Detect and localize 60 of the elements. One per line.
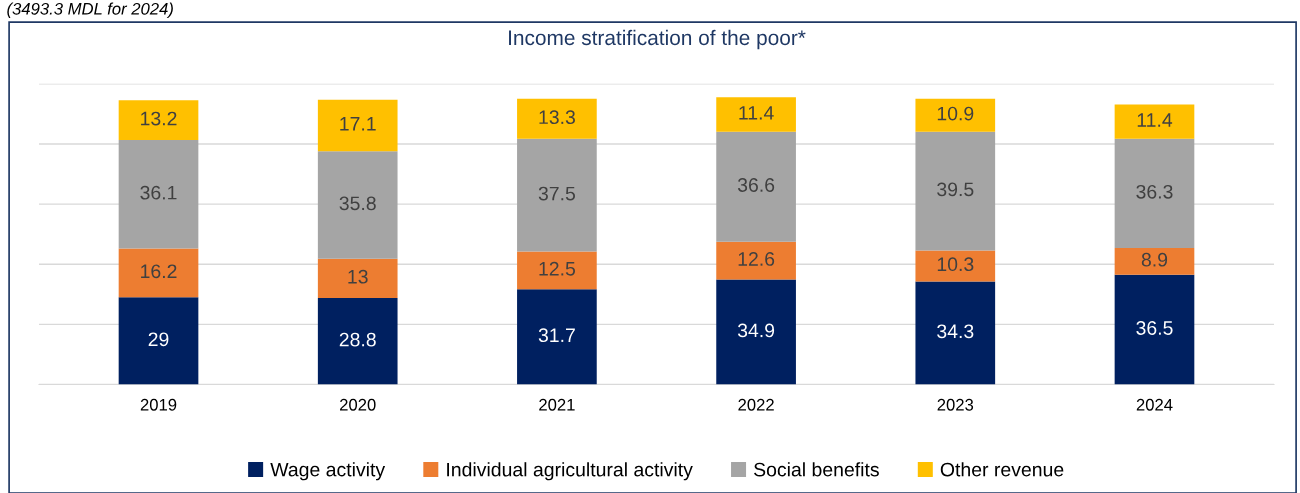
bar <box>118 297 199 385</box>
bar <box>317 297 398 385</box>
bar <box>317 258 398 298</box>
data-label: 13.3 <box>539 110 575 125</box>
data-label: 11.4 <box>1137 113 1173 127</box>
data-label: 17.1 <box>340 117 376 131</box>
bar <box>317 99 398 152</box>
bar <box>915 281 996 385</box>
bar <box>716 131 796 242</box>
data-label: 12.6 <box>738 252 775 266</box>
data-label: 12.5 <box>539 261 576 276</box>
x-tick-label: 2021 <box>539 398 575 411</box>
bar <box>118 248 199 298</box>
bar <box>1114 248 1195 275</box>
bar <box>1114 138 1195 249</box>
x-tick-label: 2024 <box>1136 398 1173 411</box>
data-label: 10.9 <box>937 106 974 121</box>
legend-label: Social benefits <box>754 462 879 477</box>
bar <box>1114 104 1195 139</box>
bar <box>517 251 597 290</box>
data-label: 35.8 <box>339 196 376 211</box>
data-label: 31.7 <box>538 328 575 343</box>
data-label: 37.5 <box>538 186 576 201</box>
data-label: 39.5 <box>937 182 974 197</box>
data-label: 28.8 <box>339 332 376 347</box>
bar <box>118 100 199 141</box>
bar <box>1114 274 1195 385</box>
text: (3493.3 MDL for 2024) <box>7 2 173 18</box>
bar <box>517 138 597 252</box>
data-label: 29 <box>148 332 169 347</box>
data-label: 34.3 <box>937 324 974 339</box>
bar <box>716 279 796 385</box>
data-label: 34.9 <box>737 323 775 338</box>
data-label: 36.3 <box>1136 184 1173 199</box>
bar <box>517 289 597 385</box>
data-label: 8.9 <box>1141 252 1168 267</box>
bar <box>317 151 398 259</box>
data-label: 16.2 <box>141 264 177 279</box>
chart-title: Income stratification of the poor* <box>509 29 806 50</box>
data-label: 13.2 <box>141 111 177 126</box>
legend-label: Wage activity <box>270 462 386 481</box>
bar <box>118 140 199 249</box>
data-label: 36.1 <box>140 185 177 200</box>
bar <box>915 250 996 282</box>
x-tick-label: 2023 <box>937 398 974 411</box>
legend-label: Other revenue <box>940 462 1064 477</box>
data-label: 10.3 <box>937 257 974 272</box>
data-label: 13 <box>348 269 368 284</box>
data-label: 11.4 <box>739 106 774 120</box>
bar <box>716 97 796 132</box>
bar <box>915 131 996 251</box>
bar <box>915 98 996 132</box>
bar <box>517 98 597 139</box>
bar <box>716 241 796 280</box>
x-tick-label: 2020 <box>340 398 376 411</box>
x-tick-label: 2019 <box>140 398 177 411</box>
legend-label: Individual agricultural activity <box>447 462 693 481</box>
data-label: 36.5 <box>1136 321 1173 335</box>
x-tick-label: 2022 <box>738 398 774 411</box>
data-label: 36.6 <box>737 178 775 192</box>
